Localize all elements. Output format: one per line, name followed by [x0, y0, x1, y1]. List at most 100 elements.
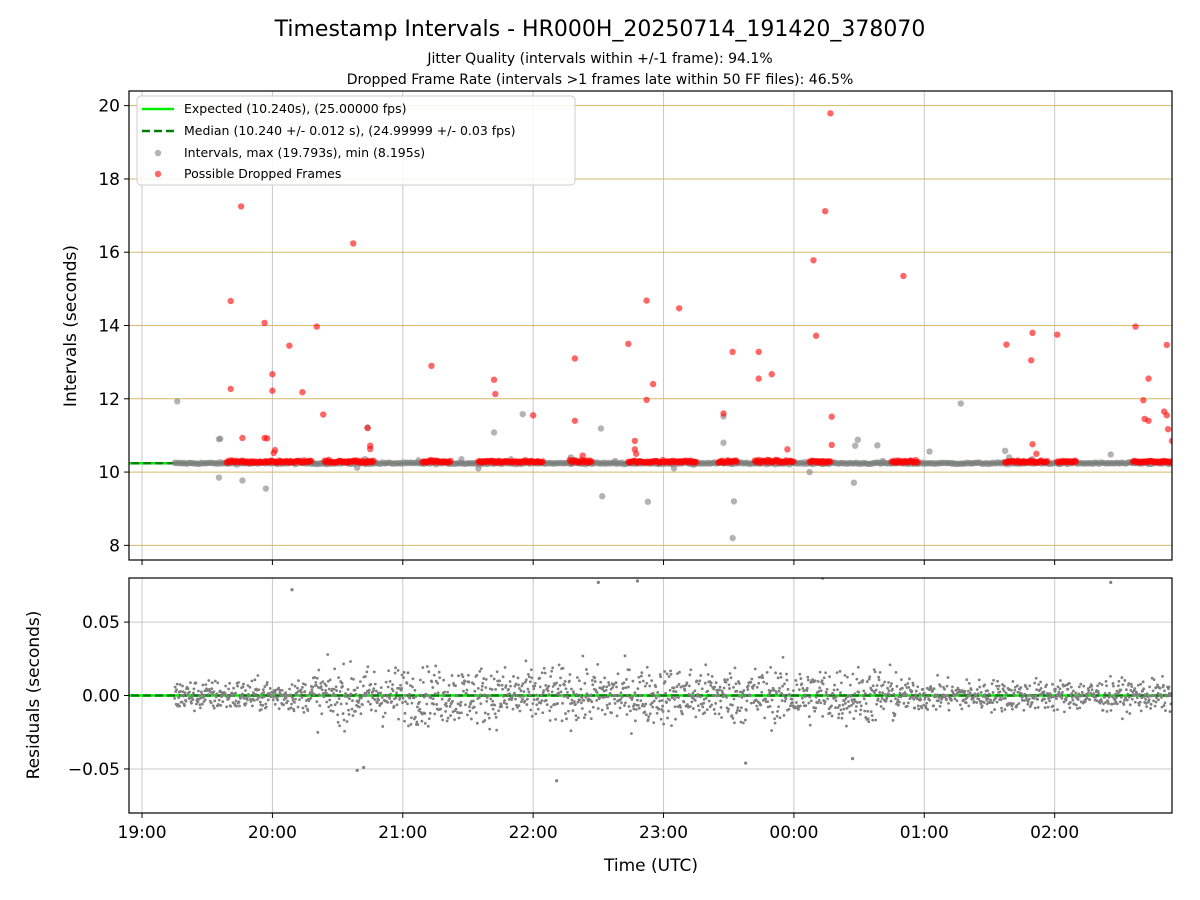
x-tick-label: 19:00 — [118, 823, 167, 843]
residual-point — [341, 712, 345, 715]
residual-point — [1149, 702, 1153, 706]
residual-point — [1114, 692, 1117, 696]
residual-point — [390, 700, 394, 703]
residual-point — [923, 695, 927, 699]
residual-point — [895, 684, 899, 688]
residual-point — [579, 687, 583, 691]
residual-point — [899, 695, 903, 699]
residual-point — [213, 679, 217, 683]
residual-point — [383, 711, 387, 715]
residual-point — [209, 701, 213, 705]
residual-point — [1010, 704, 1014, 708]
residual-point — [898, 691, 902, 695]
residual-point — [726, 678, 729, 682]
residual-point — [322, 695, 326, 699]
residual-point — [182, 694, 185, 698]
residual-point — [745, 699, 749, 703]
residual-point — [406, 671, 410, 675]
residual-point — [585, 672, 589, 676]
residual-point — [388, 679, 392, 683]
residual-point — [527, 690, 531, 694]
residual-point — [1162, 704, 1166, 707]
residual-point — [355, 768, 359, 773]
residual-point — [871, 684, 875, 688]
residual-point — [469, 717, 473, 721]
residual-point — [736, 708, 739, 712]
residual-point — [446, 716, 450, 720]
residual-point — [987, 692, 991, 696]
residual-point — [1153, 694, 1156, 698]
residual-point — [433, 692, 437, 696]
residual-point — [925, 686, 929, 690]
residual-point — [377, 698, 381, 702]
residual-point — [382, 694, 386, 697]
residual-point — [257, 688, 261, 692]
residual-point — [582, 716, 586, 720]
residual-point — [875, 702, 879, 706]
residual-point — [528, 680, 532, 684]
residual-point — [1122, 699, 1126, 702]
residual-point — [293, 684, 297, 688]
residual-point — [633, 719, 637, 723]
residual-point — [1120, 717, 1124, 721]
residual-point — [866, 709, 870, 713]
residuals-panel: 19:00 20:00 21:00 22:00 23:00 00:00 01:00 02:00… — [68, 577, 1173, 843]
residual-point — [907, 686, 911, 689]
residual-point — [744, 761, 748, 765]
residual-point — [632, 707, 636, 711]
interval-point — [599, 493, 606, 500]
residual-point — [809, 699, 813, 703]
residual-point — [442, 693, 446, 697]
residual-point — [461, 675, 465, 679]
residual-point — [286, 699, 289, 703]
residual-point — [780, 699, 784, 703]
residual-point — [418, 678, 422, 682]
x-axis-label: Time (UTC) — [603, 856, 698, 876]
residual-point — [1089, 691, 1093, 695]
residual-point — [669, 672, 673, 676]
residual-point — [395, 703, 399, 707]
residual-point — [1086, 687, 1090, 690]
residual-point — [520, 700, 523, 704]
residual-point — [346, 695, 349, 699]
residual-point — [999, 695, 1002, 699]
residual-point — [427, 670, 431, 674]
residual-point — [595, 691, 599, 694]
residual-point — [301, 706, 305, 710]
residual-point — [292, 709, 296, 713]
residual-point — [607, 681, 611, 684]
residual-point — [855, 677, 859, 681]
residual-point — [529, 668, 533, 672]
residual-point — [688, 705, 692, 708]
residual-point — [688, 673, 692, 677]
residual-point — [1128, 703, 1132, 707]
residual-point — [691, 691, 695, 695]
residual-point — [517, 683, 520, 687]
residual-point — [889, 684, 892, 688]
residual-point — [755, 685, 759, 689]
residual-point — [1009, 701, 1013, 705]
residual-point — [1025, 687, 1029, 691]
residual-point — [326, 680, 330, 683]
residual-point — [648, 712, 652, 716]
residual-point — [192, 687, 196, 691]
residual-point — [778, 716, 782, 720]
residual-point — [261, 688, 265, 692]
residual-point — [880, 696, 884, 700]
residual-point — [965, 696, 969, 699]
residual-point — [507, 697, 511, 701]
residual-point — [203, 698, 207, 702]
residual-point — [1160, 696, 1163, 699]
residual-point — [373, 698, 377, 701]
residual-point — [798, 704, 802, 708]
residual-point — [590, 679, 594, 682]
residual-point — [817, 690, 821, 693]
residual-point — [640, 671, 644, 675]
residual-point — [1010, 688, 1013, 692]
dropped-frame-point — [822, 207, 829, 215]
residual-point — [874, 718, 878, 722]
residual-point — [436, 691, 440, 695]
residual-point — [501, 675, 505, 679]
residual-point — [808, 723, 812, 727]
residual-point — [518, 709, 522, 713]
